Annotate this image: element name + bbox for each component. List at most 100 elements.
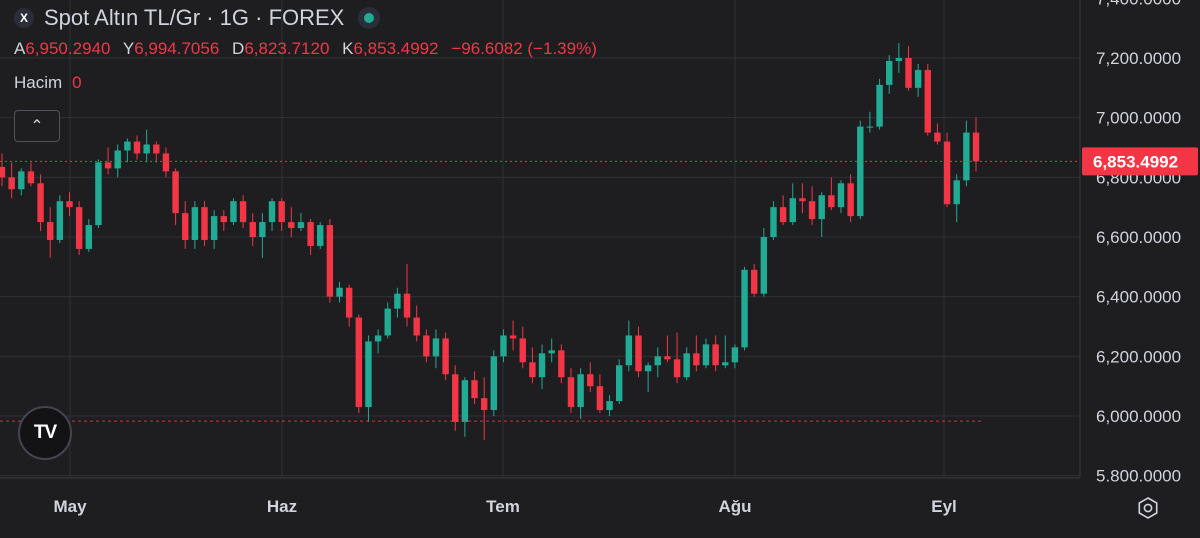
candle (490, 350, 498, 416)
candle (635, 326, 642, 378)
candle (220, 210, 228, 232)
symbol-badge-icon[interactable]: X (14, 8, 34, 28)
candle (953, 174, 960, 223)
candle (866, 111, 874, 133)
time-tick-label: Tem (486, 497, 520, 516)
ohlc-values: A6,950.2940 Y6,994.7056 D6,823.7120 K6,8… (14, 39, 605, 59)
candle (895, 43, 903, 73)
candle-body (365, 341, 372, 408)
candle-body (963, 132, 970, 181)
candle-body (403, 293, 411, 318)
candle (615, 359, 623, 405)
candle (799, 183, 806, 214)
candle (114, 144, 121, 178)
candle-body (172, 171, 179, 214)
candle-body (124, 141, 131, 151)
candle (56, 195, 64, 243)
candle-body (712, 344, 719, 366)
candle-body (789, 198, 796, 223)
volume-label[interactable]: Hacim (14, 73, 63, 92)
change-value: −96.6082 (−1.39%) (451, 39, 597, 58)
candle-body (47, 222, 54, 240)
candle (85, 219, 92, 252)
price-axis[interactable]: 7,400.00007,200.00007,000.00006,800.0000… (1082, 0, 1198, 486)
time-axis[interactable]: May Haz Tem Ağu Eyl (53, 497, 956, 516)
candle-body (943, 141, 951, 205)
candle (201, 201, 208, 246)
candle-body (8, 177, 15, 190)
candle-body (27, 171, 35, 184)
candle-body (683, 353, 690, 378)
close-value: 6,853.4992 (353, 39, 439, 58)
candle-body (808, 201, 816, 220)
candle (153, 141, 160, 163)
candle-body (95, 162, 102, 226)
collapse-legend-button[interactable]: ⌃ (14, 110, 60, 142)
candle-body (625, 335, 633, 366)
candle-body (635, 335, 642, 372)
symbol-title[interactable]: Spot Altın TL/Gr · 1G · FOREX (44, 5, 345, 30)
candle (432, 329, 440, 369)
candle-body (577, 374, 584, 408)
candle-body (500, 335, 507, 357)
candle (673, 332, 681, 384)
candle (239, 195, 247, 229)
candle-body (587, 374, 594, 387)
candle-body (972, 132, 980, 162)
candle (509, 320, 517, 351)
candle (47, 207, 54, 258)
candle-body (837, 183, 845, 208)
candle-body (654, 356, 661, 366)
candle-body (924, 69, 931, 133)
candle-body (307, 222, 314, 246)
candle-body (471, 380, 478, 399)
high-value: 6,994.7056 (134, 39, 220, 58)
candle-body (770, 207, 777, 237)
candle (712, 335, 719, 372)
candle (683, 347, 690, 381)
candle-body (644, 365, 652, 372)
price-tick-label: 7,400.0000 (1096, 0, 1181, 8)
candle-body (182, 213, 189, 240)
candle (365, 335, 372, 422)
candle-body (220, 216, 228, 223)
candle (384, 302, 391, 339)
candle (770, 201, 777, 240)
candle-body (394, 293, 401, 309)
candle-body (191, 207, 199, 240)
candle (538, 344, 546, 390)
candle-body (249, 222, 256, 237)
candle (760, 228, 768, 297)
candle-body (895, 58, 903, 61)
candle-body (355, 317, 363, 408)
candle-body (664, 356, 671, 360)
candle (702, 338, 710, 369)
candle-body (548, 350, 555, 354)
candle-body (37, 183, 44, 223)
candle-body (558, 350, 565, 378)
candle-body (326, 225, 334, 297)
candle (818, 192, 825, 237)
settings-icon[interactable] (1136, 496, 1160, 520)
candle-body (201, 207, 208, 240)
candle (452, 365, 459, 431)
candle (230, 198, 237, 226)
candle-body (268, 201, 276, 223)
candle (779, 195, 787, 226)
candle-body (0, 166, 6, 178)
market-open-icon[interactable] (358, 7, 381, 29)
last-price-badge (1082, 147, 1198, 176)
candle (133, 135, 141, 160)
candle (654, 347, 661, 378)
candle-body (423, 335, 430, 357)
tradingview-logo[interactable]: TV (18, 406, 72, 460)
candle (326, 219, 334, 303)
candle-body (133, 141, 141, 154)
candle (644, 362, 652, 393)
candle-body (442, 338, 449, 375)
candle-body (336, 287, 343, 297)
candle (336, 281, 343, 303)
candle (249, 213, 256, 246)
candle (355, 314, 363, 414)
